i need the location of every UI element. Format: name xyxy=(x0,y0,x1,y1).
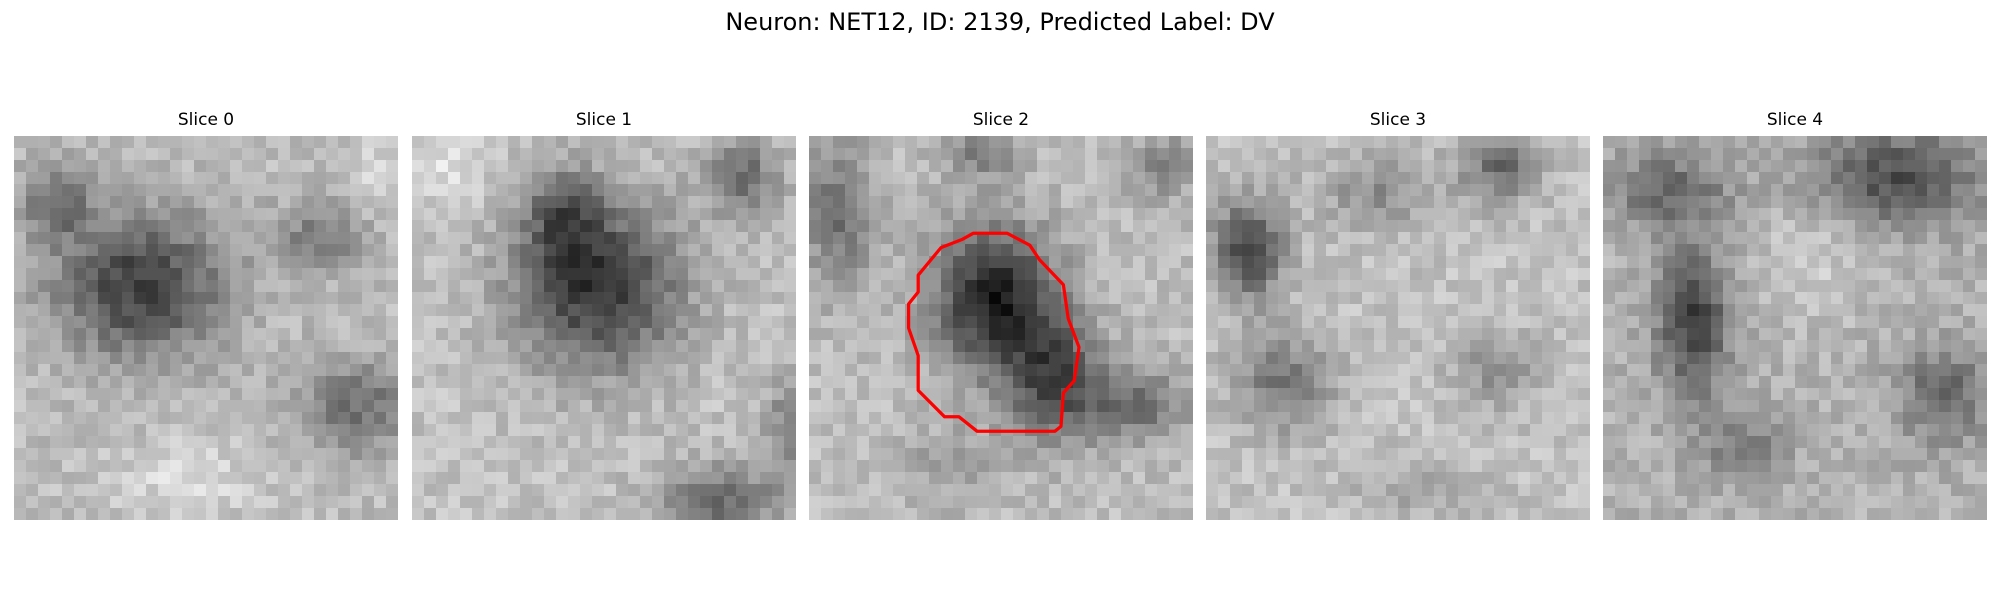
slice-image xyxy=(14,136,398,520)
slice-panel-4: Slice 4 xyxy=(1603,108,1987,520)
slice-title: Slice 0 xyxy=(177,110,235,130)
slice-title: Slice 4 xyxy=(1766,110,1824,130)
slice-panel-0: Slice 0 xyxy=(14,108,398,520)
slice-title: Slice 2 xyxy=(972,110,1030,130)
slice-title: Slice 1 xyxy=(575,110,633,130)
slice-image xyxy=(1206,136,1590,520)
slice-image xyxy=(809,136,1193,520)
figure-title: Neuron: NET12, ID: 2139, Predicted Label… xyxy=(725,8,1275,36)
segmentation-contour xyxy=(906,231,1081,433)
slice-title: Slice 3 xyxy=(1369,110,1427,130)
slice-panel-3: Slice 3 xyxy=(1206,108,1590,520)
slice-image xyxy=(412,136,796,520)
slice-panel-1: Slice 1 xyxy=(412,108,796,520)
slice-panel-2: Slice 2 xyxy=(809,108,1193,520)
slice-image xyxy=(1603,136,1987,520)
